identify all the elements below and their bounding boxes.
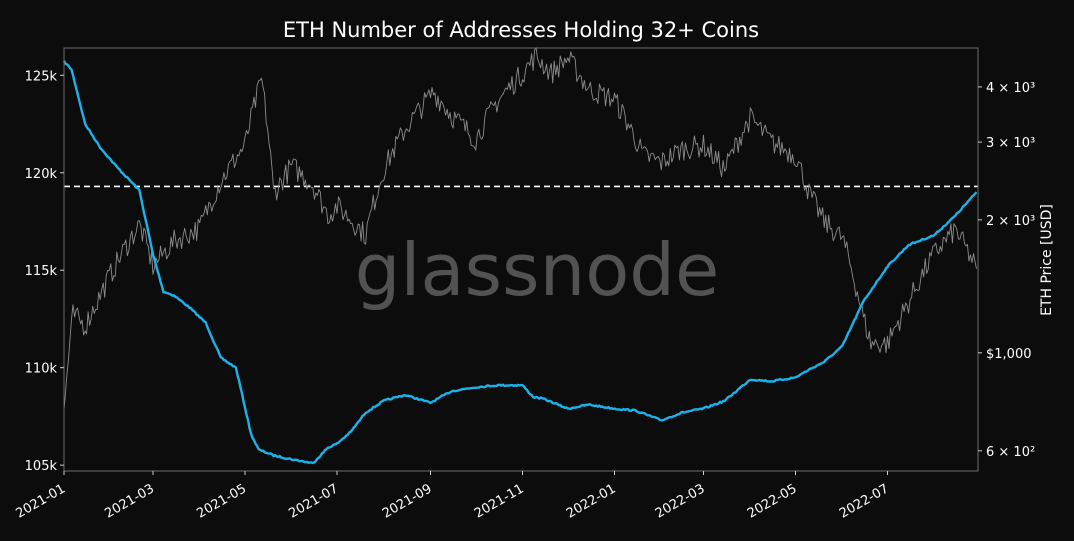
- x-tick-label: 2021-09: [380, 481, 435, 521]
- right-y-tick-label: 3 × 10³: [986, 136, 1035, 151]
- right-y-axis-ticks: 6 × 10² $1,000 2 × 10³ 3 × 10³ 4 × 10³: [978, 81, 1035, 460]
- left-y-tick-label: 105k: [25, 459, 58, 474]
- addresses-line: [62, 60, 978, 465]
- x-tick-label: 2022-03: [653, 481, 708, 521]
- right-y-tick-label: $1,000: [986, 347, 1032, 362]
- left-y-tick-label: 120k: [25, 167, 58, 182]
- x-tick-label: 2021-03: [102, 481, 157, 521]
- addresses-series-layer: [62, 60, 978, 465]
- x-tick-label: 2021-11: [472, 481, 527, 521]
- x-tick-label: 2021-07: [286, 481, 341, 521]
- right-y-tick-label: 6 × 10²: [986, 445, 1035, 460]
- x-tick-label: 2022-05: [745, 481, 800, 521]
- glassnode-watermark: glassnode: [355, 228, 720, 312]
- eth-price-line: [63, 47, 977, 411]
- left-y-tick-label: 115k: [25, 264, 58, 279]
- x-tick-label: 2022-01: [564, 481, 619, 521]
- chart-title: ETH Number of Addresses Holding 32+ Coin…: [283, 18, 759, 42]
- left-y-axis-ticks: 105k 110k 115k 120k 125k: [25, 69, 64, 474]
- right-y-tick-label: 2 × 10³: [986, 214, 1035, 229]
- right-y-tick-label: 4 × 10³: [986, 81, 1035, 96]
- left-y-tick-label: 125k: [25, 69, 58, 84]
- x-tick-label: 2021-01: [13, 481, 68, 521]
- plot-frame: [63, 47, 979, 472]
- x-tick-label: 2021-05: [194, 481, 249, 521]
- x-tick-label: 2022-07: [837, 481, 892, 521]
- price-series-layer: [63, 47, 977, 411]
- left-y-tick-label: 110k: [25, 362, 58, 377]
- x-axis-ticks: 2021-01 2021-03 2021-05 2021-07 2021-09 2021-…: [13, 471, 892, 522]
- right-y-axis-label: ETH Price [USD]: [1039, 204, 1055, 316]
